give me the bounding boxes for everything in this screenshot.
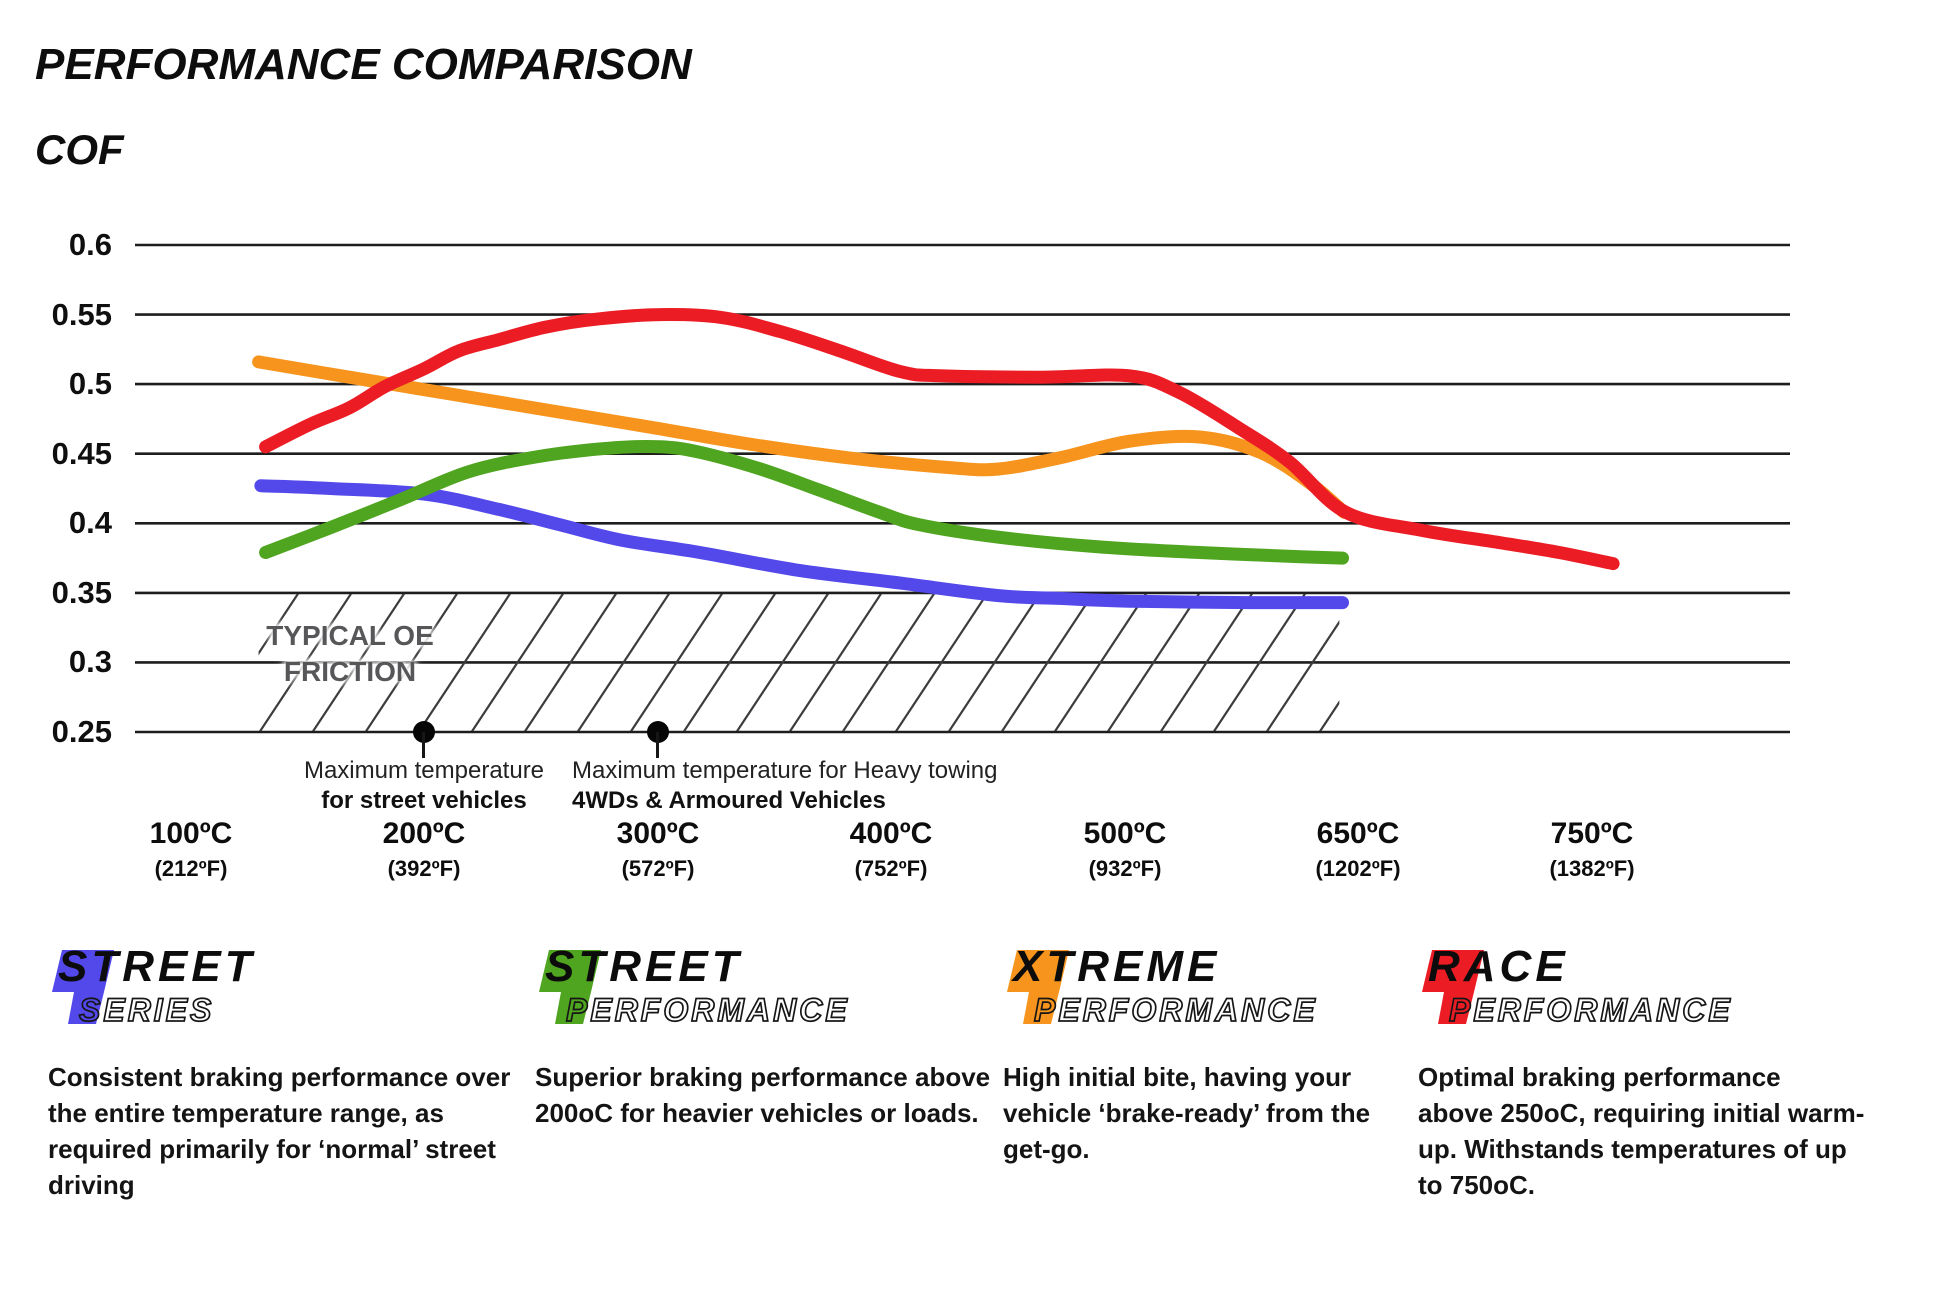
logo-word1: XTREME bbox=[1013, 942, 1221, 991]
annotation-line: for street vehicles bbox=[321, 787, 527, 814]
logo-word2-rest: ERIES bbox=[102, 991, 215, 1029]
x-tick-fahrenheit: (392ºF) bbox=[387, 856, 461, 881]
logo-word2: SERIES bbox=[78, 991, 215, 1029]
x-tick-celsius: 500ºC bbox=[1083, 817, 1167, 850]
y-tick-label: 0.6 bbox=[68, 227, 112, 262]
oe-friction-hatch bbox=[258, 593, 1340, 731]
logo-word1: STREET bbox=[545, 942, 743, 991]
x-tick-fahrenheit: (572ºF) bbox=[621, 856, 695, 881]
legend-race-performance: RACE PERFORMANCE Optimal braking perform… bbox=[1418, 942, 1918, 1204]
xtreme-performance-logo: XTREME PERFORMANCE bbox=[1003, 942, 1423, 1058]
x-tick-celsius: 300ºC bbox=[616, 817, 700, 850]
logo-word2: PERFORMANCE bbox=[1033, 991, 1318, 1029]
x-tick-celsius: 400ºC bbox=[849, 817, 933, 850]
chart-plot bbox=[135, 243, 1790, 734]
legend-description: Consistent braking performance over the … bbox=[48, 1062, 511, 1200]
x-tick-fahrenheit: (1202ºF) bbox=[1315, 856, 1401, 881]
x-tick-label: 100ºC (212ºF) bbox=[150, 818, 233, 882]
logo-word1: RACE bbox=[1428, 942, 1569, 991]
logo-block-icon bbox=[1007, 950, 1069, 1024]
legend-description: Optimal braking performance above 250oC,… bbox=[1418, 1062, 1865, 1200]
annotation-max-temp-towing: Maximum temperature for Heavy towing 4WD… bbox=[572, 756, 997, 816]
logo-word2-rest: ERFORMANCE bbox=[1057, 991, 1318, 1029]
logo-word2-initial: S bbox=[78, 991, 104, 1029]
street-series-logo: STREET SERIES bbox=[48, 942, 528, 1058]
y-tick-label: 0.25 bbox=[51, 714, 112, 749]
logo-word2: PERFORMANCE bbox=[1448, 991, 1733, 1029]
y-tick-label: 0.45 bbox=[51, 436, 112, 471]
logo-word2-initial: P bbox=[565, 991, 591, 1029]
x-tick-label: 500ºC (932ºF) bbox=[1084, 818, 1167, 882]
race-performance-logo: RACE PERFORMANCE bbox=[1418, 942, 1918, 1058]
y-tick-label: 0.35 bbox=[51, 575, 112, 610]
series-line-xtreme-performance bbox=[252, 355, 1351, 519]
logo-word2-initial: P bbox=[1448, 991, 1474, 1029]
x-tick-label: 300ºC (572ºF) bbox=[617, 818, 700, 882]
logo-word1: STREET bbox=[58, 942, 256, 991]
x-tick-label: 650ºC (1202ºF) bbox=[1315, 818, 1400, 882]
legend-description: High initial bite, having your vehicle ‘… bbox=[1003, 1062, 1371, 1164]
legend-description: Superior braking performance above 200oC… bbox=[535, 1062, 991, 1128]
x-tick-fahrenheit: (752ºF) bbox=[854, 856, 928, 881]
logo-block-icon bbox=[539, 950, 601, 1024]
legend-street-performance: STREET PERFORMANCE Superior braking perf… bbox=[535, 942, 1005, 1132]
logo-word2-rest: ERFORMANCE bbox=[1472, 991, 1733, 1029]
y-tick-label: 0.4 bbox=[68, 505, 112, 540]
logo-word2: PERFORMANCE bbox=[565, 991, 850, 1029]
logo-word2-rest: ERFORMANCE bbox=[589, 991, 850, 1029]
annotation-line: Maximum temperature for Heavy towing bbox=[572, 757, 998, 784]
y-tick-label: 0.55 bbox=[51, 297, 112, 332]
y-tick-label: 0.3 bbox=[68, 644, 112, 679]
x-tick-label: 750ºC (1382ºF) bbox=[1549, 818, 1634, 882]
logo-word2-initial: P bbox=[1033, 991, 1059, 1029]
x-tick-celsius: 750ºC bbox=[1550, 817, 1634, 850]
x-tick-fahrenheit: (932ºF) bbox=[1088, 856, 1162, 881]
annotation-line: 4WDs & Armoured Vehicles bbox=[572, 787, 886, 814]
max-temp-towing-stem bbox=[656, 732, 659, 758]
legend-xtreme-performance: XTREME PERFORMANCE High initial bite, ha… bbox=[1003, 942, 1423, 1168]
x-tick-label: 200ºC (392ºF) bbox=[383, 818, 466, 882]
oe-friction-label: TYPICAL OE FRICTION bbox=[266, 620, 434, 687]
x-tick-celsius: 650ºC bbox=[1316, 817, 1400, 850]
logo-block-icon bbox=[52, 950, 114, 1024]
x-tick-celsius: 100ºC bbox=[149, 817, 233, 850]
series-line-street-series bbox=[254, 479, 1349, 610]
x-tick-label: 400ºC (752ºF) bbox=[850, 818, 933, 882]
annotation-line: Maximum temperature bbox=[303, 757, 545, 784]
page-title: PERFORMANCE COMPARISON bbox=[35, 40, 692, 89]
annotation-max-temp-street: Maximum temperature for street vehicles bbox=[304, 756, 544, 816]
x-tick-fahrenheit: (212ºF) bbox=[154, 856, 228, 881]
y-axis-title: COF bbox=[35, 126, 124, 173]
x-tick-fahrenheit: (1382ºF) bbox=[1549, 856, 1635, 881]
series-line-street-performance bbox=[259, 439, 1349, 565]
y-tick-label: 0.5 bbox=[68, 366, 112, 401]
x-tick-celsius: 200ºC bbox=[382, 817, 466, 850]
logo-block-icon bbox=[1422, 950, 1484, 1024]
series-line-race-performance bbox=[259, 308, 1620, 571]
street-performance-logo: STREET PERFORMANCE bbox=[535, 942, 1005, 1058]
legend-street-series: STREET SERIES Consistent braking perform… bbox=[48, 942, 528, 1204]
max-temp-street-stem bbox=[422, 732, 425, 758]
